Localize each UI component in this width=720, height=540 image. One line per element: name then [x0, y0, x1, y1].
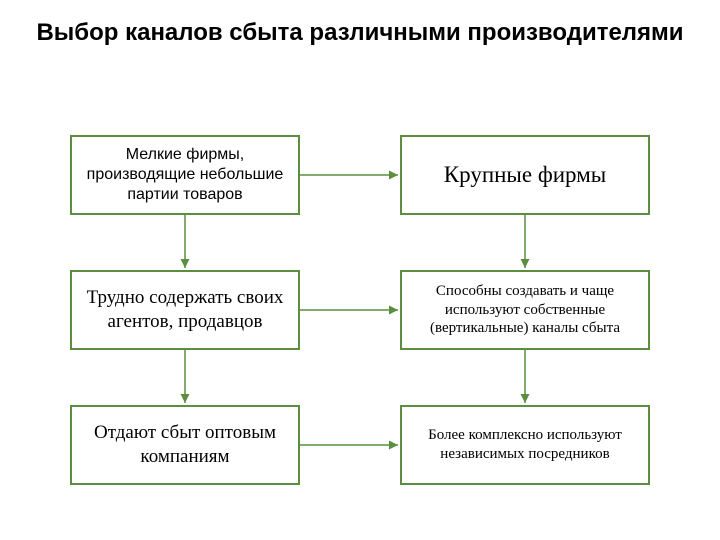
node-hard-to-maintain-agents: Трудно содержать своих агентов, продавцо…: [70, 270, 300, 350]
node-small-firms: Мелкие фирмы, производящие небольшие пар…: [70, 135, 300, 215]
node-large-firms: Крупные фирмы: [400, 135, 650, 215]
node-own-vertical-channels: Способны создавать и чаще используют соб…: [400, 270, 650, 350]
node-outsource-to-wholesale: Отдают сбыт оптовым компаниям: [70, 405, 300, 485]
node-use-independent-intermediaries: Более комплексно используют независимых …: [400, 405, 650, 485]
diagram-title: Выбор каналов сбыта различными производи…: [0, 18, 720, 48]
